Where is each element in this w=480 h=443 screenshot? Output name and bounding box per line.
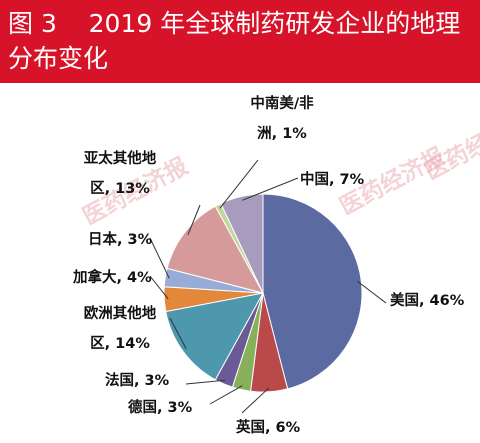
slice-label-6: 日本, 3% — [88, 230, 153, 248]
slice-label-7: 亚太其他地区, 13% — [84, 149, 157, 197]
slice-label-0: 美国, 46% — [390, 291, 465, 309]
slice-label-5: 加拿大, 4% — [72, 268, 152, 286]
chart-title: 图 3 2019 年全球制药研发企业的地理分布变化 — [8, 9, 461, 73]
leader-line-9 — [242, 177, 299, 201]
slice-label-3: 法国, 3% — [105, 371, 170, 389]
leader-line-5 — [149, 275, 169, 300]
leader-line-6 — [149, 237, 170, 279]
leader-line-2 — [209, 385, 243, 405]
pie-slice-0 — [262, 193, 363, 390]
leader-lines — [149, 159, 387, 414]
pie-slice-4 — [165, 292, 264, 381]
leader-line-0 — [356, 280, 387, 304]
pie-slice-9 — [220, 193, 264, 294]
leader-line-1 — [241, 387, 270, 414]
title-banner: 图 3 2019 年全球制药研发企业的地理分布变化 — [0, 0, 480, 83]
leader-line-7 — [187, 204, 201, 235]
leader-line-8 — [219, 159, 259, 209]
watermark-2: 医药经济报 — [420, 107, 480, 185]
slice-label-9: 中国, 7% — [300, 170, 365, 188]
leader-line-4 — [169, 317, 187, 350]
slice-labels: 美国, 46% 英国, 6% 德国, 3% 法国, 3% 欧洲其他地区, 14% 加拿大,… — [72, 94, 465, 436]
slice-label-8: 中南美/非洲, 1% — [250, 94, 314, 142]
pie-slices — [163, 193, 363, 393]
slice-label-1: 英国, 6% — [236, 418, 301, 436]
slice-label-2: 德国, 3% — [128, 398, 193, 416]
slice-label-4: 欧洲其他地区, 14% — [84, 304, 157, 352]
leader-line-3 — [185, 379, 226, 385]
